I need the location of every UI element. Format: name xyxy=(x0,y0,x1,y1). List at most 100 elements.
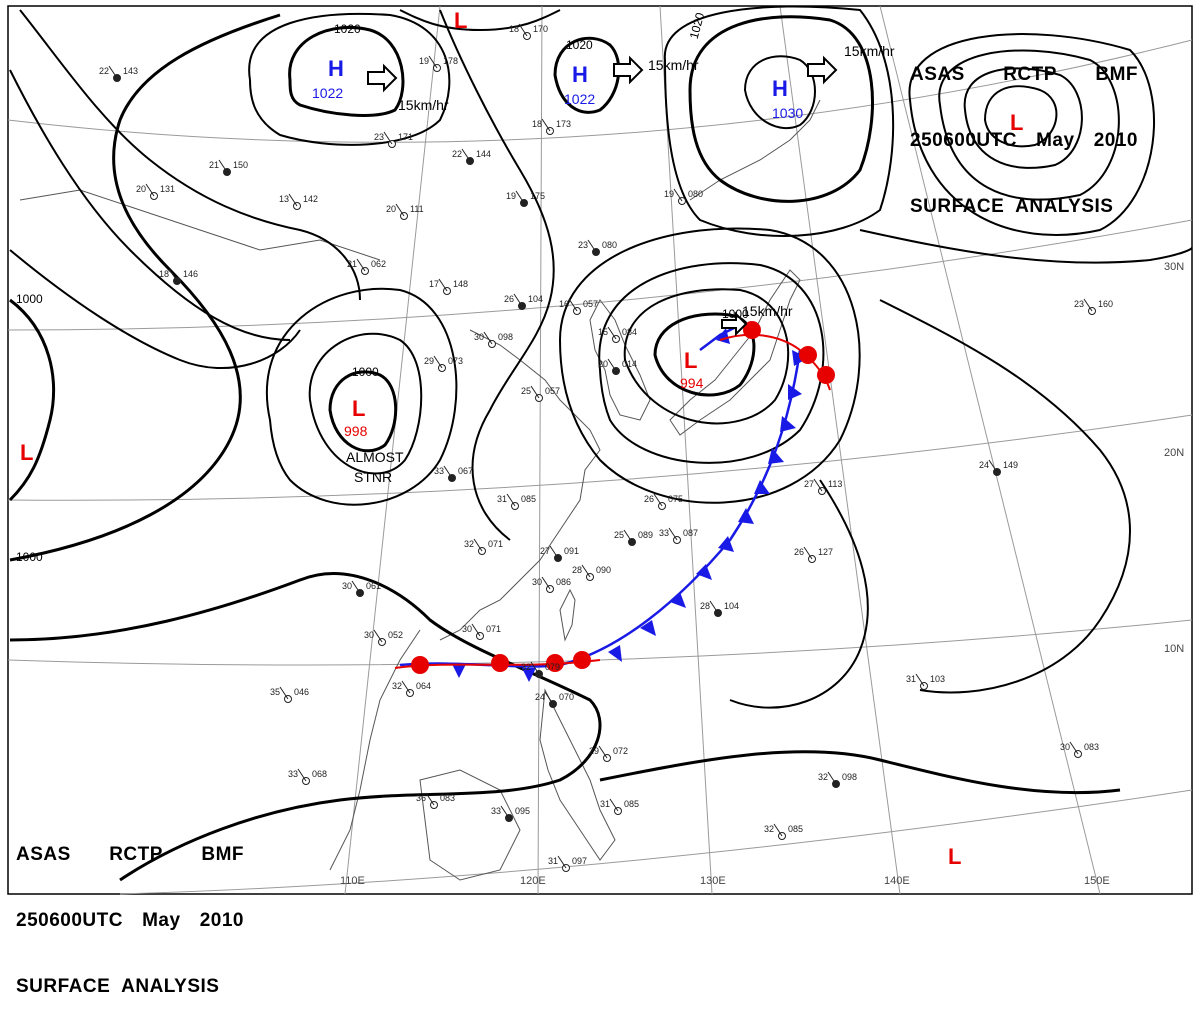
header-time: 250600UTC xyxy=(910,130,1017,151)
warm-front-semicircle xyxy=(491,654,509,672)
header-line-1: ASAS RCTP BMF xyxy=(910,64,1138,86)
wind-barb xyxy=(609,798,619,812)
station-temperature: 20 xyxy=(598,359,608,369)
wind-barb xyxy=(773,823,783,837)
motion-arrow-icon xyxy=(613,55,644,85)
station-temperature: 26 xyxy=(504,294,514,304)
isobar-label: 1000 xyxy=(16,550,43,564)
isobar-high-west-1020 xyxy=(288,25,405,117)
weather-map: 1020 1020 1020 1000 1000 1000 1000 15km/… xyxy=(7,5,1193,997)
station-pressure: 131 xyxy=(160,184,175,194)
isobar-south-2 xyxy=(439,9,555,541)
motion-label: 15km/hr xyxy=(648,57,699,73)
cold-front-triangle xyxy=(768,448,784,464)
station-pressure: 071 xyxy=(486,624,501,634)
station-temperature: 24 xyxy=(535,692,545,702)
header-month: May xyxy=(142,910,181,931)
isobar-label: 1000 xyxy=(16,292,43,306)
high-center-symbol: H xyxy=(772,76,788,101)
wind-barb xyxy=(108,65,118,79)
wind-barb xyxy=(607,358,617,372)
wind-barb xyxy=(544,691,554,705)
isobar-labels: 1020 1020 1020 1000 1000 1000 1000 xyxy=(16,11,749,564)
wind-barb xyxy=(549,545,559,559)
station-pressure: 127 xyxy=(818,547,833,557)
station-pressure: 149 xyxy=(1003,460,1018,470)
station-temperature: 33 xyxy=(491,806,501,816)
station-pressure: 080 xyxy=(602,240,617,250)
header-year: 2010 xyxy=(1093,130,1138,151)
coastline-japan xyxy=(669,269,801,436)
wind-barb xyxy=(587,239,597,253)
header-line-2: 250600UTC May 2010 xyxy=(16,910,244,932)
station-temperature: 31 xyxy=(548,856,558,866)
station-pressure: 080 xyxy=(688,189,703,199)
station-pressure: 084 xyxy=(622,327,637,337)
isobar-low-east-inner xyxy=(983,85,1058,148)
pressure-centers: H 1022 H 1022 H 1030 L 998 L 994 L L L L xyxy=(20,8,1023,869)
wind-barb xyxy=(428,55,438,69)
isobar-low-japan-4 xyxy=(558,227,861,504)
station-pressure: 175 xyxy=(530,191,545,201)
low-center-symbol: L xyxy=(454,8,467,33)
low-center-symbol: L xyxy=(684,348,697,373)
station-temperature: 33 xyxy=(288,769,298,779)
graticule-labels: 30N 20N 10N 110E 120E 130E 140E 150E xyxy=(340,261,1184,887)
station-pressure: 160 xyxy=(1098,299,1113,309)
warm-front-semicircle xyxy=(743,321,761,339)
station-pressure: 014 xyxy=(622,359,637,369)
station-pressure: 083 xyxy=(440,793,455,803)
wind-barb xyxy=(279,686,289,700)
high-center-symbol: H xyxy=(572,62,588,87)
station-pressure: 173 xyxy=(556,119,571,129)
station-temperature: 31 xyxy=(497,494,507,504)
wind-barb xyxy=(709,600,719,614)
header-code: BMF xyxy=(201,844,244,865)
station-temperature: 30 xyxy=(342,581,352,591)
lat-label: 30N xyxy=(1164,261,1184,273)
station-temperature: 30 xyxy=(1060,742,1070,752)
station-temperature: 31 xyxy=(600,799,610,809)
station-temperature: 29 xyxy=(424,356,434,366)
station-temperature: 33 xyxy=(434,466,444,476)
warm-front-semicircle xyxy=(546,654,564,672)
motion-arrow-icon xyxy=(721,311,748,337)
stationary-note-line2: STNR xyxy=(354,469,392,485)
header-product: ASAS xyxy=(16,844,71,865)
isobar-low-east-3 xyxy=(938,49,1120,201)
station-pressure: 150 xyxy=(233,160,248,170)
station-pressure: 079 xyxy=(545,662,560,672)
station-pressure: 097 xyxy=(572,856,587,866)
isobar-1000-west xyxy=(8,298,56,502)
station-temperature: 21 xyxy=(209,160,219,170)
longitude-line-150e xyxy=(879,5,1101,895)
station-temperature: 31 xyxy=(906,674,916,684)
wind-barb xyxy=(351,580,361,594)
longitude-line-130e xyxy=(659,5,713,895)
coastline-borneo xyxy=(419,769,521,881)
station-pressure: 086 xyxy=(556,577,571,587)
lon-label: 130E xyxy=(700,875,726,887)
cold-front-triangle xyxy=(522,668,536,682)
header-month: May xyxy=(1036,130,1075,151)
warm-front-semicircle xyxy=(573,651,591,669)
latitude-line-20n xyxy=(7,414,1193,501)
station-pressure: 111 xyxy=(410,204,424,214)
motion-label: 15km/hr xyxy=(398,97,449,113)
station-temperature: 32 xyxy=(521,662,531,672)
cold-front-triangle xyxy=(716,328,730,344)
station-temperature: 32 xyxy=(818,772,828,782)
station-temperature: 27 xyxy=(804,479,814,489)
wind-barb xyxy=(471,623,481,637)
isobar-trough-1000 xyxy=(9,249,301,369)
low-center-value: 994 xyxy=(680,375,704,391)
station-temperature: 20 xyxy=(136,184,146,194)
header-top-right: ASAS RCTP BMF 250600UTC May 2010 SURFACE… xyxy=(910,20,1138,240)
station-temperature: 15 xyxy=(598,327,608,337)
wind-barb xyxy=(401,680,411,694)
station-temperature: 30 xyxy=(474,332,484,342)
wind-barb xyxy=(483,331,493,345)
surface-analysis-chart: 1020 1020 1020 1000 1000 1000 1000 15km/… xyxy=(7,5,1193,895)
station-temperature: 27 xyxy=(540,546,550,556)
isobar-ridge-1020-west xyxy=(9,13,281,562)
